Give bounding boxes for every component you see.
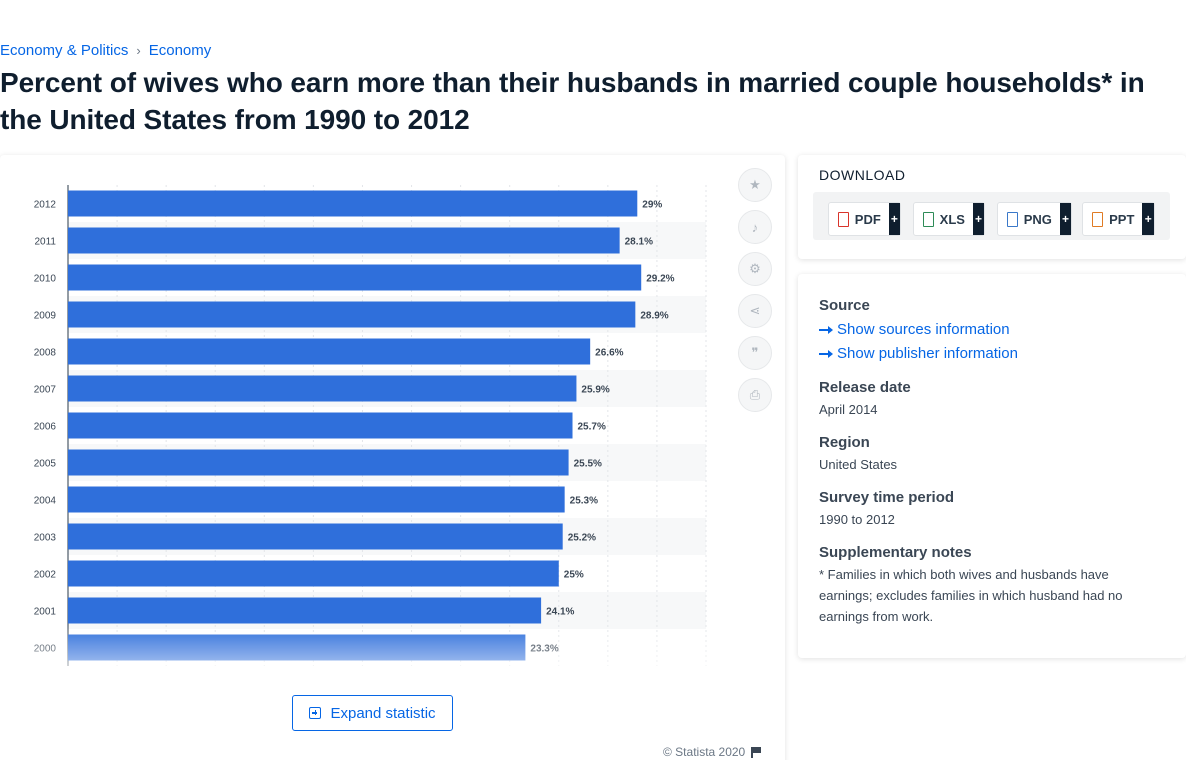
show-sources-label: Show sources information <box>837 321 1010 338</box>
supplementary-notes-value: * Families in which both wives and husba… <box>819 567 1123 624</box>
category-label: 2010 <box>34 274 57 285</box>
data-label: 24.1% <box>546 607 574 618</box>
region-heading: Region <box>819 434 870 451</box>
download-png-button[interactable]: PNG + <box>997 202 1072 236</box>
plus-icon: + <box>1059 203 1071 235</box>
source-heading: Source <box>819 297 870 314</box>
chart-tools: ★ ♪ ⚙ ⋖ ❞ ⎙ <box>738 168 772 420</box>
survey-period-heading: Survey time period <box>819 489 955 506</box>
share-icon[interactable]: ⋖ <box>738 294 772 328</box>
plus-icon: + <box>972 203 984 235</box>
release-date-value: April 2014 <box>819 402 878 417</box>
data-label: 25.9% <box>581 385 609 396</box>
category-label: 2011 <box>34 237 56 248</box>
data-label: 25% <box>564 570 584 581</box>
show-publisher-label: Show publisher information <box>837 345 1018 362</box>
category-label: 2009 <box>34 311 57 322</box>
download-pdf-button[interactable]: PDF + <box>828 202 901 236</box>
page-title: Percent of wives who earn more than thei… <box>0 67 1145 135</box>
download-title: DOWNLOAD <box>819 167 906 183</box>
data-label: 25.2% <box>568 533 596 544</box>
breadcrumb-economy-politics[interactable]: Economy & Politics <box>0 42 129 59</box>
bar <box>68 486 565 513</box>
pdf-file-icon <box>838 211 849 227</box>
plus-icon: + <box>888 203 900 235</box>
download-pdf-label: PDF <box>854 211 881 227</box>
bar <box>68 449 569 476</box>
expand-icon <box>309 707 322 719</box>
expand-label: Expand statistic <box>330 704 436 722</box>
data-label: 28.1% <box>625 237 653 248</box>
release-date-heading: Release date <box>819 379 911 396</box>
category-label: 2001 <box>34 607 57 618</box>
data-label: 25.5% <box>574 459 602 470</box>
arrow-right-icon <box>819 349 833 359</box>
download-png-label: PNG <box>1023 211 1052 227</box>
download-buttons: PDF + XLS + PNG + PPT + <box>813 192 1170 240</box>
category-label: 2008 <box>34 348 57 359</box>
bar <box>68 338 591 365</box>
data-label: 25.3% <box>570 496 598 507</box>
download-ppt-button[interactable]: PPT + <box>1082 202 1155 236</box>
show-sources-link[interactable]: Show sources information <box>819 321 1010 338</box>
bar-chart: 29% 2012 28.1% 2011 29.2% 2010 28.9% 2009 26.6% 2… <box>0 185 720 695</box>
show-publisher-link[interactable]: Show publisher information <box>819 345 1018 362</box>
ppt-file-icon <box>1092 211 1104 227</box>
breadcrumb-separator: › <box>136 43 141 58</box>
download-xls-button[interactable]: XLS + <box>913 202 985 236</box>
copyright: © Statista 2020 <box>663 745 761 759</box>
xls-file-icon <box>923 211 934 227</box>
bar <box>68 264 642 291</box>
category-label: 2012 <box>34 200 57 211</box>
chart-card: 29% 2012 28.1% 2011 29.2% 2010 28.9% 2009 26.6% 2… <box>0 155 785 760</box>
supplementary-notes-heading: Supplementary notes <box>819 544 972 561</box>
bar <box>68 375 577 402</box>
category-label: 2005 <box>34 459 57 470</box>
bar <box>68 523 563 550</box>
flag-icon[interactable] <box>751 746 761 758</box>
bar <box>68 412 573 439</box>
quote-icon[interactable]: ❞ <box>738 336 772 370</box>
bell-icon[interactable]: ♪ <box>738 210 772 244</box>
fade-overlay <box>0 625 720 695</box>
star-icon[interactable]: ★ <box>738 168 772 202</box>
category-label: 2007 <box>34 385 57 396</box>
download-xls-label: XLS <box>939 211 965 227</box>
download-panel: DOWNLOAD PDF + XLS + PNG + PPT + <box>798 155 1186 259</box>
breadcrumb: Economy & Politics › Economy <box>0 42 211 59</box>
bar <box>68 301 636 328</box>
statistic-details: Source Show sources information Show pub… <box>798 274 1186 658</box>
region-value: United States <box>819 457 898 472</box>
bar <box>68 560 559 587</box>
plus-icon: + <box>1142 203 1154 235</box>
category-label: 2002 <box>34 570 57 581</box>
data-label: 28.9% <box>640 311 668 322</box>
data-label: 26.6% <box>595 348 623 359</box>
data-label: 29% <box>642 200 662 211</box>
download-ppt-label: PPT <box>1109 211 1135 227</box>
bar <box>68 597 542 624</box>
category-label: 2004 <box>34 496 57 507</box>
data-label: 25.7% <box>578 422 606 433</box>
arrow-right-icon <box>819 325 833 335</box>
bar <box>68 190 638 217</box>
print-icon[interactable]: ⎙ <box>738 378 772 412</box>
gear-icon[interactable]: ⚙ <box>738 252 772 286</box>
breadcrumb-economy[interactable]: Economy <box>148 42 212 59</box>
data-label: 29.2% <box>646 274 674 285</box>
survey-period-value: 1990 to 2012 <box>819 512 895 527</box>
png-file-icon <box>1007 211 1018 227</box>
bar <box>68 227 620 254</box>
category-label: 2003 <box>34 533 57 544</box>
expand-statistic-button[interactable]: Expand statistic <box>292 695 453 731</box>
category-label: 2006 <box>34 422 57 433</box>
copyright-text: © Statista 2020 <box>663 745 746 759</box>
